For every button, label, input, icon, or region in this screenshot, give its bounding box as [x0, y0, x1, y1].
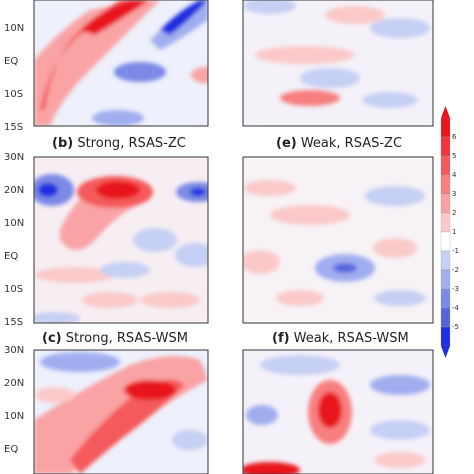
- panel-title-f: (f) Weak, RSAS-WSM: [272, 331, 409, 346]
- y-tick-label: 20N: [4, 378, 24, 389]
- y-tick-label: 10N: [4, 411, 24, 422]
- panel-top-left: [34, 0, 208, 126]
- panel-e: [243, 157, 433, 323]
- panel-b: [34, 157, 208, 323]
- panel-caption-f: Weak, RSAS-WSM: [290, 331, 409, 346]
- y-tick-label: 10N: [4, 218, 24, 229]
- colorbar-segment: [440, 136, 451, 157]
- colorbar-segment: [440, 250, 451, 271]
- panel-title-e: (e) Weak, RSAS-ZC: [276, 136, 402, 151]
- colorbar-level-label: -2: [452, 266, 459, 274]
- colorbar-bottom-arrow: [441, 346, 450, 358]
- colorbar-level-label: 3: [452, 190, 456, 198]
- y-tick-label: 30N: [4, 345, 24, 356]
- y-ticks-b: 30N 20N 10N EQ 10S 15S: [4, 152, 24, 328]
- panel-letter-c: (c): [42, 331, 62, 346]
- panel-title-b: (b) Strong, RSAS-ZC: [52, 136, 186, 151]
- colorbar-segment: [440, 231, 451, 252]
- y-tick-label: 10S: [4, 284, 23, 295]
- colorbar-level-label: -3: [452, 285, 459, 293]
- colorbar-level-label: -5: [452, 323, 459, 331]
- colorbar-segment: [440, 326, 451, 347]
- colorbar-level-label: -1: [452, 247, 459, 255]
- colorbar-level-label: 5: [452, 152, 456, 160]
- colorbar-level-label: -4: [452, 304, 460, 312]
- colorbar-segment: [440, 193, 451, 214]
- y-tick-label: 20N: [4, 185, 24, 196]
- colorbar-segment: [440, 117, 451, 138]
- y-tick-label: EQ: [4, 444, 18, 455]
- y-tick-label: 10N: [4, 23, 24, 34]
- panel-letter-f: (f): [272, 331, 290, 346]
- panel-caption-e: Weak, RSAS-ZC: [297, 136, 402, 151]
- y-tick-label: 30N: [4, 152, 24, 163]
- panel-letter-e: (e): [276, 136, 297, 151]
- y-tick-label: 15S: [4, 122, 23, 133]
- y-tick-label: EQ: [4, 251, 18, 262]
- panel-c: [34, 350, 208, 474]
- y-ticks-top: 10N EQ 10S 15S: [4, 23, 24, 133]
- colorbar-level-label: 4: [452, 171, 457, 179]
- panel-frames: [33, 0, 434, 474]
- colorbar-segment: [440, 212, 451, 233]
- colorbar-segment: [440, 269, 451, 290]
- colorbar-segment: [440, 307, 451, 328]
- panel-caption-b: Strong, RSAS-ZC: [73, 136, 186, 151]
- colorbar-level-label: 6: [452, 133, 457, 141]
- panel-f: [243, 350, 433, 474]
- colorbar-segment: [440, 288, 451, 309]
- colorbar-level-label: 2: [452, 209, 456, 217]
- panel-top-right: [243, 0, 433, 126]
- y-tick-label: EQ: [4, 56, 18, 67]
- colorbar-segment: [440, 174, 451, 195]
- y-tick-label: 15S: [4, 317, 23, 328]
- colorbar-top-arrow: [441, 106, 450, 118]
- colorbar-level-label: 1: [452, 228, 456, 236]
- panel-letter-b: (b): [52, 136, 73, 151]
- y-tick-label: 10S: [4, 89, 23, 100]
- colorbar-segment: [440, 155, 451, 176]
- panel-caption-c: Strong, RSAS-WSM: [62, 331, 188, 346]
- y-ticks-c: 30N 20N 10N EQ: [4, 345, 24, 455]
- colorbar: 6 5 4 3 2 1 -1 -2 -3 -4 -5: [440, 106, 460, 358]
- panel-title-c: (c) Strong, RSAS-WSM: [42, 331, 188, 346]
